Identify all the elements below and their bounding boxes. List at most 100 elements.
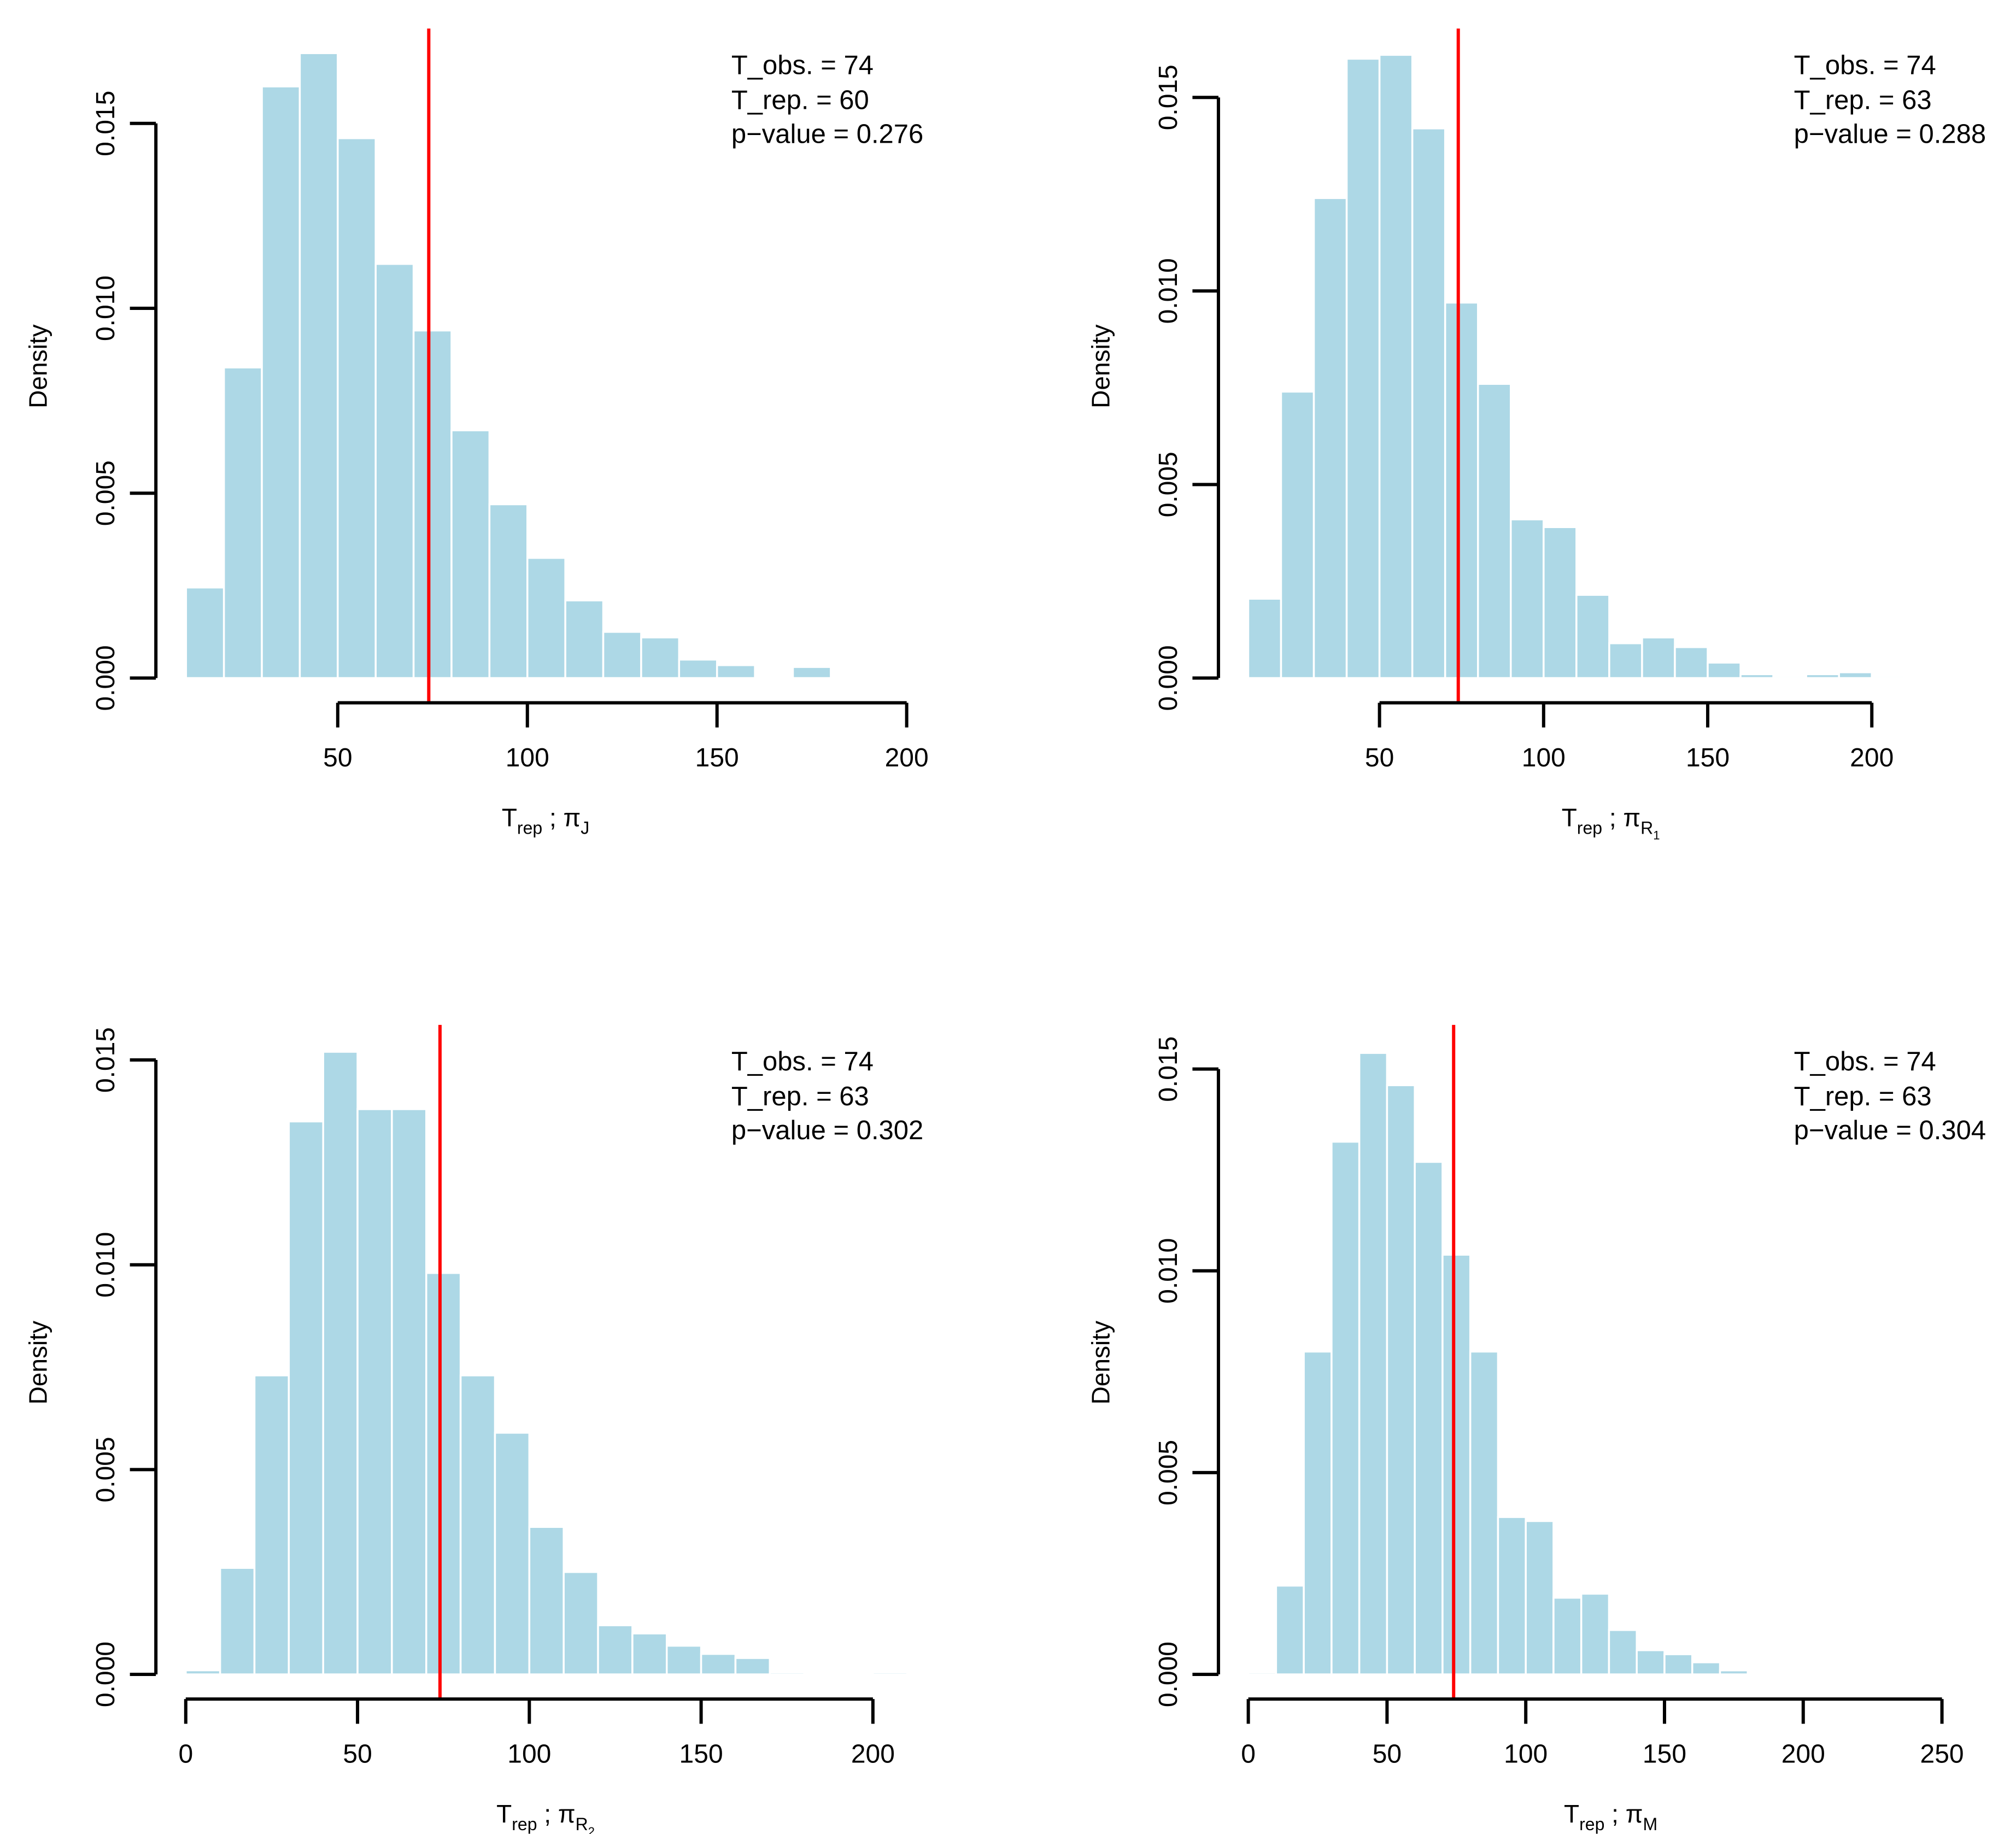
x-tick-label: 50: [323, 743, 352, 772]
x-label-sub: rep: [512, 1814, 537, 1834]
x-tick-label: 50: [1365, 743, 1394, 772]
x-label-greek-subsub: 2: [588, 1825, 595, 1834]
x-label-greek-sub: J: [581, 818, 589, 837]
histogram-bar: [700, 1653, 737, 1675]
x-tick-label: 100: [1504, 1740, 1548, 1769]
annotation-p-value: p−value = 0.288: [1794, 119, 1986, 149]
histogram-bar: [337, 137, 377, 679]
histogram-bar: [734, 1657, 771, 1675]
histogram-bar: [1772, 675, 1807, 679]
annotation-p-value: p−value = 0.302: [731, 1116, 923, 1145]
histogram-bar: [1580, 1592, 1610, 1675]
x-label-greek-sub: M: [1643, 1814, 1657, 1834]
y-axis-label: Density: [24, 324, 52, 408]
x-label-main: T: [1562, 803, 1577, 831]
x-tick-label: 200: [1781, 1740, 1825, 1769]
y-tick-label: 0.015: [91, 1027, 120, 1093]
histogram-bar: [1719, 1669, 1749, 1675]
y-axis-label: Density: [1086, 324, 1115, 408]
annotation-p-value: p−value = 0.276: [731, 119, 923, 149]
histogram-bar: [222, 366, 263, 679]
histogram-bar: [716, 664, 756, 679]
histogram-bar: [1641, 636, 1676, 679]
histogram-bar: [1636, 1649, 1666, 1675]
x-axis-label: Trep ; πR2: [496, 1800, 595, 1834]
annotation-t-rep: T_rep. = 63: [1794, 1082, 1932, 1111]
histogram-bar: [1414, 1161, 1444, 1675]
histogram-bar: [678, 658, 718, 679]
histogram-bar: [425, 1272, 462, 1675]
histogram-bar: [631, 1632, 668, 1675]
y-axis-label: Density: [24, 1321, 52, 1404]
histogram-bar: [185, 1669, 221, 1675]
y-axis-label: Density: [1086, 1321, 1115, 1404]
histogram-bar: [1608, 642, 1643, 679]
x-tick-label: 250: [1920, 1740, 1964, 1769]
histogram-bar: [1575, 594, 1610, 679]
histogram-bar: [322, 1051, 359, 1675]
histogram-bar: [564, 599, 605, 679]
histogram-bar: [1663, 1653, 1693, 1675]
histogram-bar: [1247, 1671, 1277, 1675]
x-axis-label: Trep ; πJ: [502, 803, 589, 837]
histogram-bar: [288, 1120, 324, 1675]
annotation-t-obs: T_obs. = 74: [731, 50, 874, 80]
histogram-bar: [1312, 197, 1348, 679]
histogram-bar: [1805, 673, 1840, 679]
histogram-bar: [356, 1108, 393, 1675]
histogram-bar: [488, 503, 529, 679]
histogram-bar: [1386, 1084, 1416, 1675]
histogram-bar: [1674, 646, 1709, 679]
x-label-sub: rep: [517, 818, 542, 837]
x-ticks: 50 100 150 200: [1365, 702, 1894, 772]
histogram-bar: [1331, 1140, 1361, 1675]
x-tick-label: 50: [1373, 1740, 1402, 1769]
histogram-bar: [872, 1671, 909, 1675]
x-label-separator: ;: [1604, 1800, 1625, 1828]
histogram-bar: [1608, 1629, 1638, 1675]
x-label-separator: ;: [542, 803, 563, 831]
x-tick-label: 150: [679, 1740, 723, 1769]
histogram-bar: [1871, 675, 1906, 679]
histogram-bar: [1275, 1584, 1305, 1675]
y-tick-label: 0.000: [91, 1642, 120, 1707]
histogram-bars: [1247, 1052, 1749, 1675]
x-tick-label: 200: [885, 743, 929, 772]
histogram-bar: [1707, 661, 1742, 679]
annotation-t-rep: T_rep. = 60: [731, 86, 869, 115]
annotation-t-obs: T_obs. = 74: [1794, 1047, 1936, 1076]
histogram-bar: [1476, 383, 1512, 679]
histogram-bar: [1358, 1052, 1388, 1675]
y-ticks: 0.000 0.005 0.010 0.015: [1154, 65, 1218, 711]
histogram-bar: [494, 1432, 531, 1675]
x-tick-label: 150: [1643, 1740, 1686, 1769]
annotation-t-obs: T_obs. = 74: [1794, 50, 1936, 80]
histogram-bar: [1247, 597, 1282, 679]
histogram-bar: [253, 1374, 290, 1675]
y-tick-label: 0.000: [91, 645, 120, 711]
panel-top-left: 0.000 0.005 0.010 0.015 50 100 150 200 Density…: [24, 28, 929, 837]
y-tick-label: 0.005: [1154, 1440, 1183, 1505]
x-ticks: 50 100 150 200: [323, 702, 929, 772]
x-tick-label: 0: [178, 1740, 193, 1769]
histogram-bar: [640, 636, 681, 679]
annotation-t-rep: T_rep. = 63: [731, 1082, 869, 1111]
y-tick-label: 0.015: [1154, 1036, 1183, 1102]
x-tick-label: 100: [506, 743, 549, 772]
x-label-greek: π: [1626, 1800, 1643, 1828]
histogram-bar: [1378, 54, 1414, 679]
x-tick-label: 0: [1241, 1740, 1256, 1769]
x-axis-label: Trep ; πR1: [1562, 803, 1660, 842]
x-label-greek-sub: R: [1640, 818, 1653, 837]
annotation-t-rep: T_rep. = 63: [1794, 86, 1932, 115]
x-label-sub: rep: [1577, 818, 1602, 837]
x-label-main: T: [496, 1800, 512, 1828]
y-tick-label: 0.005: [91, 1437, 120, 1502]
annotation-t-obs: T_obs. = 74: [731, 1047, 874, 1076]
histogram-bar: [450, 429, 491, 679]
histogram-bar: [528, 1526, 565, 1675]
y-tick-label: 0.010: [91, 1232, 120, 1298]
histogram-bar: [1303, 1350, 1333, 1675]
x-tick-label: 200: [1850, 743, 1894, 772]
